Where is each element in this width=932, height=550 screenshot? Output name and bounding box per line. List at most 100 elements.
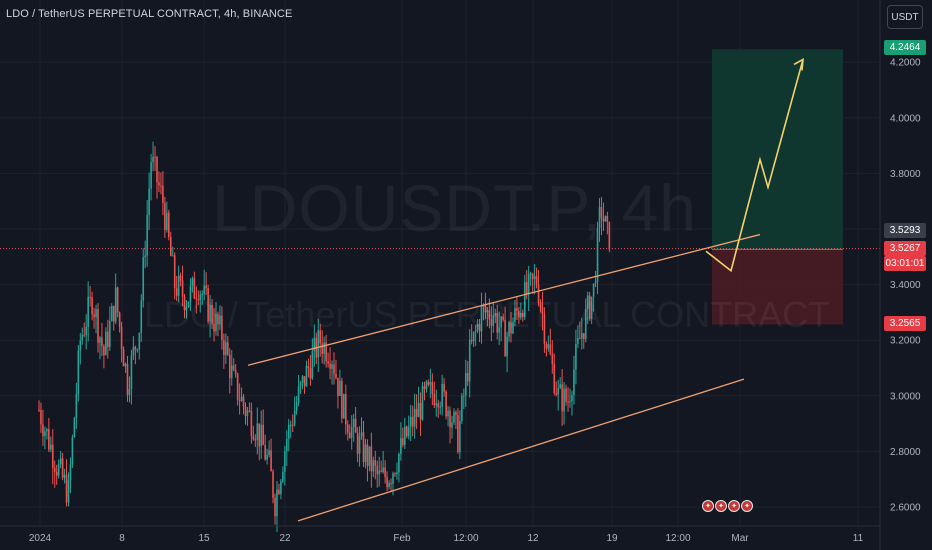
candle-body bbox=[109, 320, 111, 348]
candle-body bbox=[590, 296, 593, 319]
candle-body bbox=[582, 333, 585, 340]
candle-body bbox=[97, 309, 99, 343]
candle-body bbox=[431, 382, 434, 394]
candle-body bbox=[295, 402, 298, 412]
currency-button[interactable]: USDT bbox=[887, 5, 923, 29]
candle-body bbox=[73, 418, 76, 438]
candle-body bbox=[600, 207, 603, 219]
time-tick-label: 19 bbox=[606, 533, 618, 544]
projection-path bbox=[705, 59, 804, 273]
candle-body bbox=[107, 331, 109, 348]
candle-body bbox=[144, 255, 146, 258]
candle-body bbox=[512, 322, 514, 334]
candle-body bbox=[372, 460, 375, 472]
candle-body bbox=[380, 470, 382, 472]
candle-body bbox=[478, 323, 481, 332]
candle-body bbox=[531, 273, 534, 280]
candle-body bbox=[162, 185, 164, 204]
candle-body bbox=[197, 299, 200, 301]
candle-body bbox=[502, 316, 504, 320]
candle-body bbox=[317, 330, 320, 358]
candle-body bbox=[67, 480, 70, 503]
candle-body bbox=[341, 380, 343, 419]
candle-body bbox=[221, 315, 223, 341]
candle-body bbox=[112, 306, 115, 322]
candle-body bbox=[350, 427, 353, 439]
candle-body bbox=[500, 316, 502, 328]
event-badges[interactable]: ✦ ✦ ✦ ✦ bbox=[702, 500, 753, 512]
candle-body bbox=[89, 296, 91, 298]
candle-body bbox=[337, 377, 339, 396]
us-flag-icon[interactable]: ✦ bbox=[741, 500, 753, 512]
candle-body bbox=[537, 284, 540, 303]
candle-body bbox=[87, 296, 89, 328]
us-flag-icon[interactable]: ✦ bbox=[702, 500, 714, 512]
candle-body bbox=[555, 393, 558, 395]
candle-body bbox=[282, 471, 284, 482]
candle-body bbox=[445, 391, 447, 417]
candle-body bbox=[549, 344, 552, 354]
candle-body bbox=[225, 342, 227, 356]
candle-body bbox=[366, 444, 369, 467]
candle-body bbox=[203, 285, 205, 295]
last-price-tag: 3.5267 bbox=[884, 241, 926, 256]
time-tick-label: Mar bbox=[731, 533, 749, 544]
price-tick-label: 4.0000 bbox=[890, 113, 921, 124]
candle-body bbox=[55, 471, 58, 476]
candle-body bbox=[77, 350, 80, 395]
candle-body bbox=[209, 304, 211, 322]
candle-body bbox=[254, 439, 257, 441]
price-tick-label: 3.4000 bbox=[890, 280, 921, 291]
candle-body bbox=[307, 366, 310, 369]
candle-body bbox=[205, 285, 207, 289]
candle-body bbox=[409, 416, 412, 427]
close-price-tag: 3.5293 bbox=[884, 223, 926, 238]
candle-body bbox=[468, 339, 471, 382]
candle-body bbox=[488, 310, 491, 320]
time-tick-label: Feb bbox=[393, 533, 411, 544]
time-axis[interactable]: 2024 8 15 22 Feb 12:00 12 19 12:00 Mar 11 bbox=[0, 525, 880, 544]
candle-body bbox=[183, 296, 186, 311]
candle-body bbox=[514, 308, 516, 323]
candle-body bbox=[516, 308, 518, 311]
candle-body bbox=[480, 305, 483, 332]
candle-body bbox=[439, 406, 441, 408]
candle-body bbox=[164, 203, 166, 231]
candle-body bbox=[423, 386, 426, 390]
candle-body bbox=[286, 438, 288, 452]
candle-body bbox=[154, 156, 156, 158]
candle-body bbox=[120, 326, 123, 350]
candle-body bbox=[596, 227, 599, 283]
candle-body bbox=[579, 338, 581, 340]
candle-body bbox=[571, 395, 573, 402]
candle-body bbox=[246, 410, 249, 417]
candle-body bbox=[354, 418, 357, 433]
candle-body bbox=[305, 366, 308, 387]
candle-body bbox=[150, 162, 152, 189]
price-axis[interactable]: 4.20004.00003.80003.60003.40003.20003.00… bbox=[879, 0, 921, 550]
candle-body bbox=[396, 472, 398, 475]
candle-body bbox=[138, 332, 141, 350]
candle-body bbox=[238, 399, 241, 401]
candle-body bbox=[219, 315, 221, 325]
candles bbox=[38, 141, 611, 532]
candle-body bbox=[464, 373, 467, 396]
us-flag-icon[interactable]: ✦ bbox=[728, 500, 740, 512]
candle-body bbox=[122, 349, 125, 367]
candle-body bbox=[268, 450, 270, 455]
us-flag-icon[interactable]: ✦ bbox=[715, 500, 727, 512]
loss-zone bbox=[712, 249, 843, 325]
candle-body bbox=[520, 313, 522, 318]
candle-body bbox=[429, 382, 432, 385]
candle-body bbox=[394, 473, 396, 475]
candle-body bbox=[427, 381, 430, 385]
candle-body bbox=[457, 415, 459, 452]
candle-body bbox=[240, 396, 243, 401]
candle-body bbox=[272, 471, 274, 498]
candle-body bbox=[362, 432, 365, 462]
price-tick-label: 3.2000 bbox=[890, 336, 921, 347]
candle-body bbox=[166, 212, 168, 231]
time-tick-label: 11 bbox=[853, 533, 864, 544]
candle-body bbox=[398, 453, 400, 473]
